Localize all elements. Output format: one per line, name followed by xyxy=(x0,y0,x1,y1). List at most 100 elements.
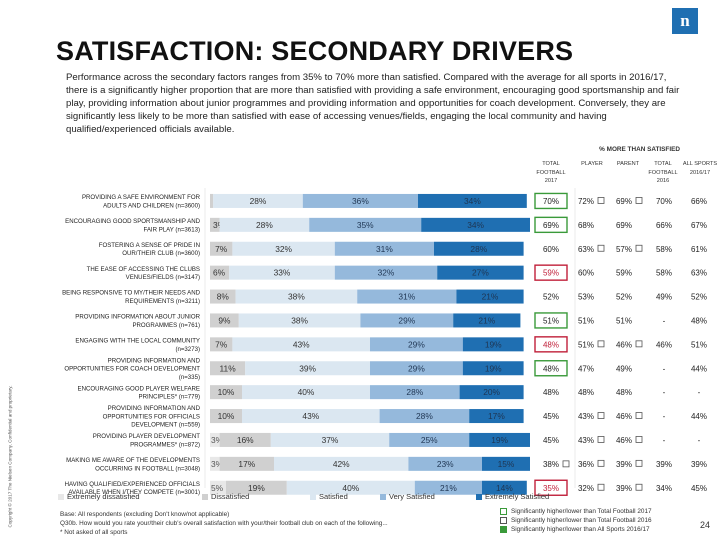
bar-segment xyxy=(226,480,287,495)
total-football-2016-value: - xyxy=(663,436,666,445)
page-title: SATISFACTION: SECONDARY DRIVERS xyxy=(56,36,574,66)
total-football-2017-value: 69% xyxy=(543,221,559,230)
row-label: ENGAGING WITH THE LOCAL COMMUNITY xyxy=(75,338,200,345)
bar-segment xyxy=(459,385,524,400)
data-label: 21% xyxy=(482,292,499,302)
data-label: 10% xyxy=(218,411,235,421)
bar-segment xyxy=(242,409,380,424)
data-label: 35% xyxy=(357,220,374,230)
data-label: 32% xyxy=(275,244,292,254)
row-label: PROVIDING A SAFE ENVIRONMENT FOR xyxy=(82,194,201,201)
key-row-all-sports: Significantly higher/lower than All Spor… xyxy=(500,525,700,534)
all-sports-value: 48% xyxy=(691,316,707,325)
data-label: 31% xyxy=(376,244,393,254)
data-label: 21% xyxy=(478,315,495,325)
data-label: 17% xyxy=(238,459,255,469)
row-label: FAIR PLAY (n=3613) xyxy=(143,226,200,233)
bar-segment xyxy=(302,193,418,208)
parent-value: 69% xyxy=(616,221,632,230)
bar-segment xyxy=(437,265,524,280)
base-line: Base: All respondents (excluding Don't k… xyxy=(60,511,230,518)
bar-segment xyxy=(434,241,524,256)
row-label: PROGRAMMES (n=761) xyxy=(132,322,200,329)
data-label: 28% xyxy=(250,196,267,206)
significance-mark-icon xyxy=(635,412,643,419)
bar-segment xyxy=(389,432,470,447)
row-label: PROVIDING PLAYER DEVELOPMENT xyxy=(93,433,201,440)
bar-segment xyxy=(334,241,434,256)
total-football-2016-value: 58% xyxy=(656,245,672,254)
bar-segment xyxy=(232,241,335,256)
parent-value: 49% xyxy=(616,364,632,373)
total-football-2017-value: 70% xyxy=(543,197,559,206)
data-label: 9% xyxy=(218,315,231,325)
column-header-player: PLAYER xyxy=(581,161,603,167)
significance-key: Significantly higher/lower than Total Fo… xyxy=(500,507,700,534)
bar-segment xyxy=(421,217,530,232)
significance-mark-icon xyxy=(635,436,643,443)
bar-segment xyxy=(379,409,470,424)
significance-mark-icon xyxy=(597,244,605,252)
total-football-2017-value: 45% xyxy=(543,412,559,421)
data-label: 34% xyxy=(467,220,484,230)
data-label: 42% xyxy=(333,459,350,469)
bar-segment xyxy=(210,217,220,232)
total-football-2016-value: - xyxy=(663,316,666,325)
bar-segment xyxy=(408,456,482,471)
total-football-2016-value: 46% xyxy=(656,340,672,349)
bar-segment xyxy=(232,337,370,352)
column-header-parent: PARENT xyxy=(616,161,640,167)
bar-segment xyxy=(334,265,438,280)
total-football-2016-value: - xyxy=(663,364,666,373)
data-label: 21% xyxy=(440,483,457,493)
row-label: DEVELOPMENT (n=559) xyxy=(131,422,200,429)
total-football-2017-value: 60% xyxy=(543,245,559,254)
total-football-2016-value: 34% xyxy=(656,484,672,493)
data-label: 14% xyxy=(496,483,513,493)
player-value: 60% xyxy=(578,269,594,278)
data-label: 19% xyxy=(485,363,502,373)
player-value: 48% xyxy=(578,388,594,397)
total-football-2017-value: 59% xyxy=(543,269,559,278)
bar-segment xyxy=(210,432,220,447)
data-label: 39% xyxy=(299,363,316,373)
column-header-total-football-2016: TOTAL FOOTBALL 2016 xyxy=(648,161,678,184)
parent-value: 51% xyxy=(616,316,632,325)
bar-segment xyxy=(213,193,303,208)
player-value: 32% xyxy=(578,484,594,493)
data-label: 43% xyxy=(302,411,319,421)
data-label: 19% xyxy=(485,339,502,349)
bar-segment xyxy=(210,361,246,376)
square-icon xyxy=(500,516,507,524)
bar-segment xyxy=(370,337,463,352)
player-value: 51% xyxy=(578,340,594,349)
significance-mark-icon xyxy=(635,340,643,348)
parent-value: 39% xyxy=(616,460,632,469)
parent-value: 48% xyxy=(616,388,632,397)
data-label: 28% xyxy=(406,387,423,397)
data-label: 25% xyxy=(421,435,438,445)
significance-mark-icon xyxy=(635,459,643,467)
base-note: Base: All respondents (excluding Don't k… xyxy=(60,510,480,537)
row-label: BEING RESPONSIVE TO MY/THEIR NEEDS AND xyxy=(62,290,201,297)
total-football-2016-value: - xyxy=(663,388,666,397)
data-label: 29% xyxy=(398,315,415,325)
bar-segment xyxy=(274,456,409,471)
player-value: 43% xyxy=(578,412,594,421)
significance-mark-icon xyxy=(562,460,570,468)
total-football-2016-value: 58% xyxy=(656,269,672,278)
bar-segment xyxy=(357,289,457,304)
significance-mark-icon xyxy=(597,436,605,443)
data-label: 40% xyxy=(342,483,359,493)
total-football-2017-value: 48% xyxy=(543,340,559,349)
green-box-icon xyxy=(500,507,507,515)
data-label: 7% xyxy=(215,339,228,349)
data-label: 19% xyxy=(491,435,508,445)
data-label: 29% xyxy=(408,339,425,349)
bar-segment xyxy=(229,265,335,280)
bar-segment xyxy=(219,217,310,232)
footnote-line: * Not asked of all sports xyxy=(60,529,128,536)
all-sports-value: 39% xyxy=(691,460,707,469)
significance-highlight-box xyxy=(534,336,568,353)
